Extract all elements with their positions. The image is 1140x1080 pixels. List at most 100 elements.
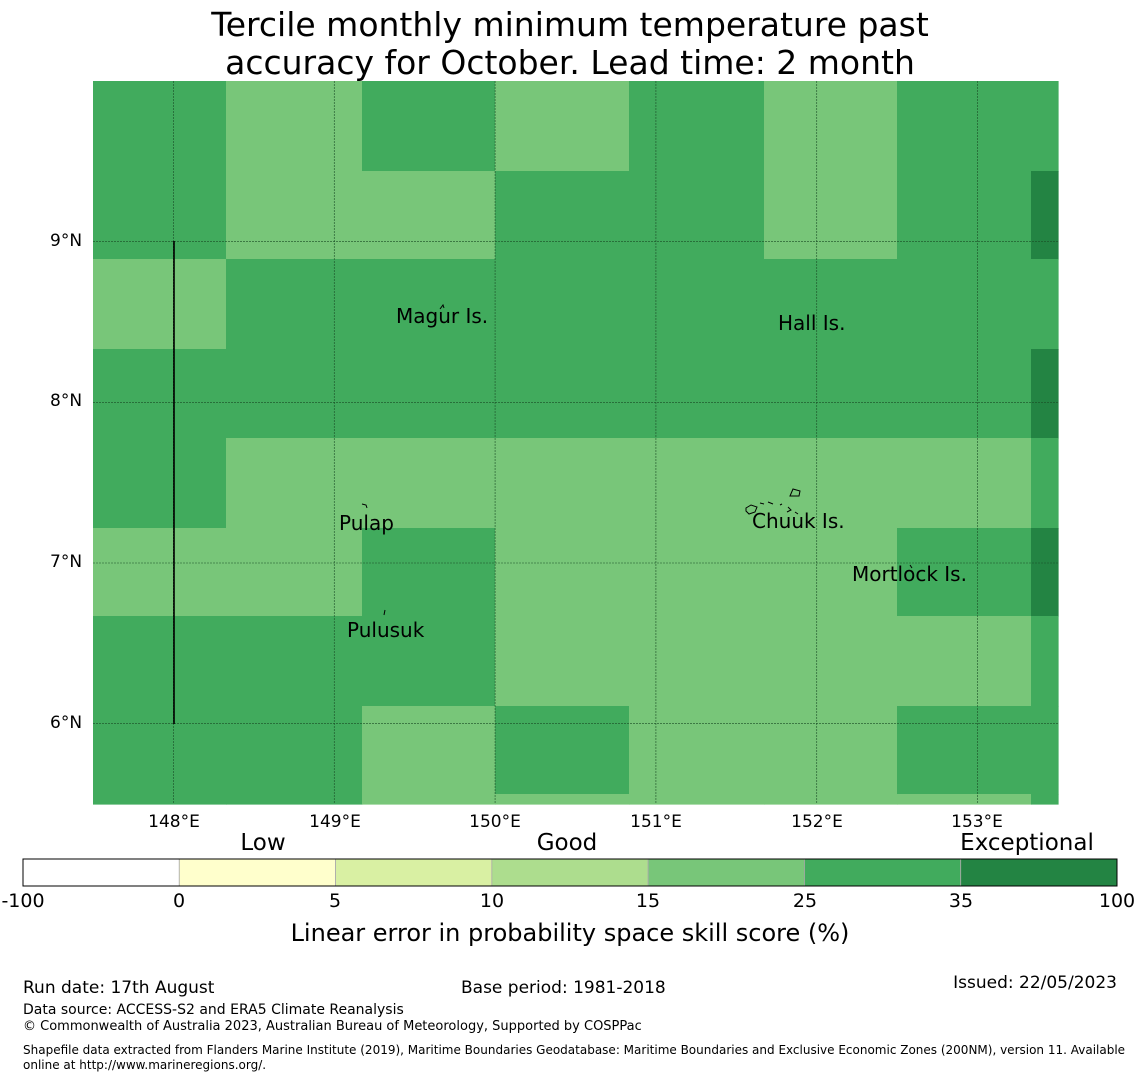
heatmap-cell (93, 438, 227, 529)
colorbar-tick-label: 10 (479, 890, 505, 912)
colorbar-tick-label: 25 (792, 890, 818, 912)
heatmap-cell (1031, 706, 1059, 795)
heatmap-cell (629, 616, 765, 707)
heatmap-cell (764, 259, 898, 350)
colorbar-class-exceptional: Exceptional (960, 830, 1094, 856)
heatmap-cell (629, 706, 765, 795)
heatmap-cell (93, 616, 227, 707)
heatmap-cell (362, 171, 496, 260)
colorbar-swatch (335, 858, 493, 887)
heatmap-cell (629, 259, 765, 350)
heatmap-cell (897, 616, 1032, 707)
heatmap-cell (629, 794, 765, 805)
heatmap-cell (93, 259, 227, 350)
heatmap-cell (897, 81, 1032, 172)
heatmap-cell (93, 171, 227, 260)
heatmap-cell (226, 259, 363, 350)
heatmap-cell (226, 438, 363, 529)
lon-label-148e: 148°E (148, 812, 200, 832)
heatmap-cell (495, 259, 630, 350)
run-date: Run date: 17th August (23, 978, 215, 998)
place-label-pulap: Pulap (339, 511, 394, 535)
colorbar-swatch (960, 858, 1118, 887)
heatmap-cell (629, 528, 765, 617)
heatmap-cells (93, 81, 1059, 805)
heatmap-cell (764, 528, 898, 617)
heatmap-cell (226, 706, 363, 795)
lat-label-8n: 8°N (50, 391, 83, 411)
heatmap-cell (1031, 171, 1059, 260)
colorbar-tick-label: -100 (1, 890, 45, 912)
heatmap-cell (1031, 794, 1059, 805)
heatmap-cell (629, 81, 765, 172)
magur-island-shape (439, 303, 445, 310)
lon-label-153e: 153°E (951, 812, 1003, 832)
title-line-2: accuracy for October. Lead time: 2 month (225, 43, 915, 82)
heatmap-cell (362, 81, 496, 172)
heatmap-cell (897, 349, 1032, 439)
heatmap-cell (495, 706, 630, 795)
colorbar (22, 858, 1118, 887)
heatmap-cell (226, 171, 363, 260)
chuuk-lagoon-shape (745, 488, 801, 515)
heatmap-cell (93, 794, 227, 805)
heatmap-cell (362, 794, 496, 805)
heatmap-cell (93, 81, 227, 172)
heatmap-cell (629, 349, 765, 439)
heatmap-cell (362, 706, 496, 795)
colorbar-class-good: Good (536, 830, 598, 856)
shapefile-credit-line-2: online at http://www.marineregions.org/. (23, 1058, 267, 1072)
heatmap-cell (764, 349, 898, 439)
copyright-notice: © Commonwealth of Australia 2023, Austra… (23, 1019, 642, 1034)
mortlock-island-shape (909, 564, 913, 569)
place-label-mortlock: Mortlock Is. (852, 562, 967, 586)
heatmap-cell (226, 349, 363, 439)
heatmap-cell (897, 259, 1032, 350)
heatmap-cell (362, 438, 496, 529)
shapefile-credit-line-1: Shapefile data extracted from Flanders M… (23, 1043, 1126, 1057)
colorbar-tick-label: 35 (948, 890, 974, 912)
heatmap-cell (897, 706, 1032, 795)
heatmap-cell (1031, 81, 1059, 172)
heatmap-cell (495, 616, 630, 707)
heatmap-cell (897, 171, 1032, 260)
lat-label-9n: 9°N (50, 231, 83, 251)
heatmap-cell (897, 528, 1032, 617)
heatmap-cell (764, 706, 898, 795)
lon-label-152e: 152°E (791, 812, 843, 832)
lat-label-6n: 6°N (50, 713, 83, 733)
heatmap-cell (226, 81, 363, 172)
heatmap-cell (495, 528, 630, 617)
island-outlines (361, 303, 913, 616)
heatmap-cell (629, 438, 765, 529)
heatmap-cell (93, 349, 227, 439)
heatmap-cell (93, 706, 227, 795)
data-source: Data source: ACCESS-S2 and ERA5 Climate … (23, 1002, 404, 1018)
graticule (93, 81, 1058, 804)
heatmap-cell (764, 438, 898, 529)
heatmap-cell (495, 794, 630, 805)
heatmap-cell (362, 616, 496, 707)
place-label-chuuk: Chuuk Is. (752, 509, 845, 533)
heatmap-cell (362, 349, 496, 439)
heatmap-cell (495, 349, 630, 439)
heatmap-cell (629, 171, 765, 260)
colorbar-caption: Linear error in probability space skill … (290, 919, 850, 947)
chart-title: Tercile monthly minimum temperature past… (0, 6, 1140, 82)
heatmap-cell (362, 528, 496, 617)
pulap-island-shape (361, 503, 368, 509)
colorbar-frame (22, 858, 1118, 887)
colorbar-class-low: Low (240, 830, 286, 856)
heatmap-cell (226, 794, 363, 805)
colorbar-tick-label: 15 (635, 890, 661, 912)
lat-label-7n: 7°N (50, 552, 83, 572)
shapefile-credit: Shapefile data extracted from Flanders M… (23, 1043, 1133, 1073)
lon-label-150e: 150°E (469, 812, 521, 832)
pulusuk-island-shape (383, 609, 386, 616)
colorbar-swatch (22, 858, 180, 887)
base-period: Base period: 1981-2018 (461, 978, 666, 998)
heatmap-cell (495, 171, 630, 260)
heatmap-cell (764, 794, 898, 805)
place-label-pulusuk: Pulusuk (347, 618, 425, 642)
